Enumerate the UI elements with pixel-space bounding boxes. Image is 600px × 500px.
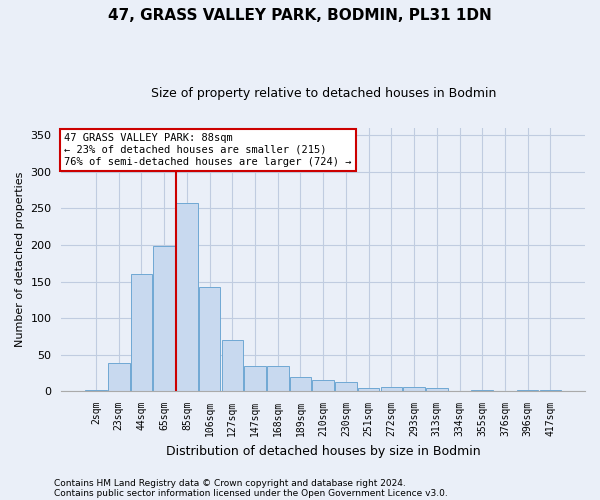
Bar — [267, 366, 289, 391]
Bar — [176, 202, 197, 391]
Bar — [154, 246, 175, 391]
Bar — [313, 380, 334, 391]
X-axis label: Distribution of detached houses by size in Bodmin: Distribution of detached houses by size … — [166, 444, 481, 458]
Bar — [290, 376, 311, 391]
Text: 47 GRASS VALLEY PARK: 88sqm
← 23% of detached houses are smaller (215)
76% of se: 47 GRASS VALLEY PARK: 88sqm ← 23% of det… — [64, 134, 352, 166]
Bar — [426, 388, 448, 391]
Bar — [380, 387, 402, 391]
Bar — [517, 390, 538, 391]
Bar — [244, 366, 266, 391]
Bar — [221, 340, 243, 391]
Title: Size of property relative to detached houses in Bodmin: Size of property relative to detached ho… — [151, 88, 496, 101]
Bar — [358, 388, 379, 391]
Bar — [335, 382, 357, 391]
Text: Contains public sector information licensed under the Open Government Licence v3: Contains public sector information licen… — [54, 488, 448, 498]
Bar — [539, 390, 561, 391]
Bar — [472, 390, 493, 391]
Text: 47, GRASS VALLEY PARK, BODMIN, PL31 1DN: 47, GRASS VALLEY PARK, BODMIN, PL31 1DN — [108, 8, 492, 22]
Y-axis label: Number of detached properties: Number of detached properties — [15, 172, 25, 348]
Text: Contains HM Land Registry data © Crown copyright and database right 2024.: Contains HM Land Registry data © Crown c… — [54, 478, 406, 488]
Bar — [199, 288, 220, 391]
Bar — [108, 364, 130, 391]
Bar — [85, 390, 107, 391]
Bar — [131, 274, 152, 391]
Bar — [403, 387, 425, 391]
